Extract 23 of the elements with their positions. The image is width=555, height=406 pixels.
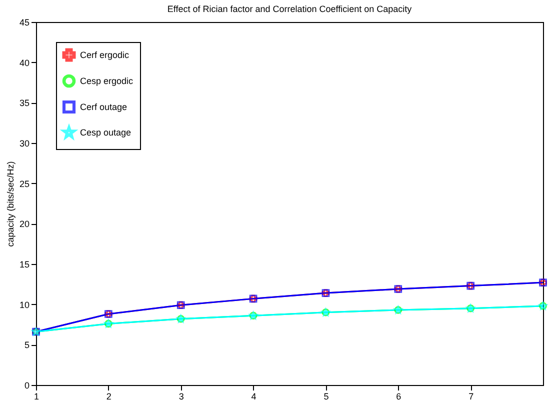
legend-label: Cesp outage	[80, 128, 132, 138]
x-tick-label: 3	[178, 392, 184, 402]
y-tick-label: 40	[19, 58, 30, 68]
legend-label: Cerf ergodic	[80, 50, 130, 60]
y-tick-label: 10	[19, 300, 30, 310]
y-tick-label: 25	[19, 178, 30, 189]
y-tick-label: 20	[19, 219, 30, 230]
y-tick-label: 15	[19, 260, 30, 270]
y-axis-title: capacity (bits/sec/Hz)	[5, 161, 16, 247]
y-tick-label: 5	[24, 340, 30, 350]
x-tick-label: 6	[396, 392, 402, 402]
x-tick-label: 5	[324, 392, 329, 402]
y-tick-label: 45	[19, 18, 30, 28]
x-tick-label: 1	[34, 392, 40, 402]
x-tick-label: 7	[468, 392, 474, 402]
legend-label: Cerf outage	[80, 102, 128, 112]
chart-title: Effect of Rician factor and Correlation Coefficient on Capacity	[167, 4, 412, 14]
legend-label: Cesp ergodic	[80, 76, 134, 86]
y-tick-label: 0	[24, 380, 30, 390]
x-tick-label: 4	[251, 392, 256, 402]
y-tick-label: 30	[19, 138, 30, 148]
y-tick-label: 35	[19, 98, 30, 108]
x-tick-label: 2	[106, 392, 112, 402]
